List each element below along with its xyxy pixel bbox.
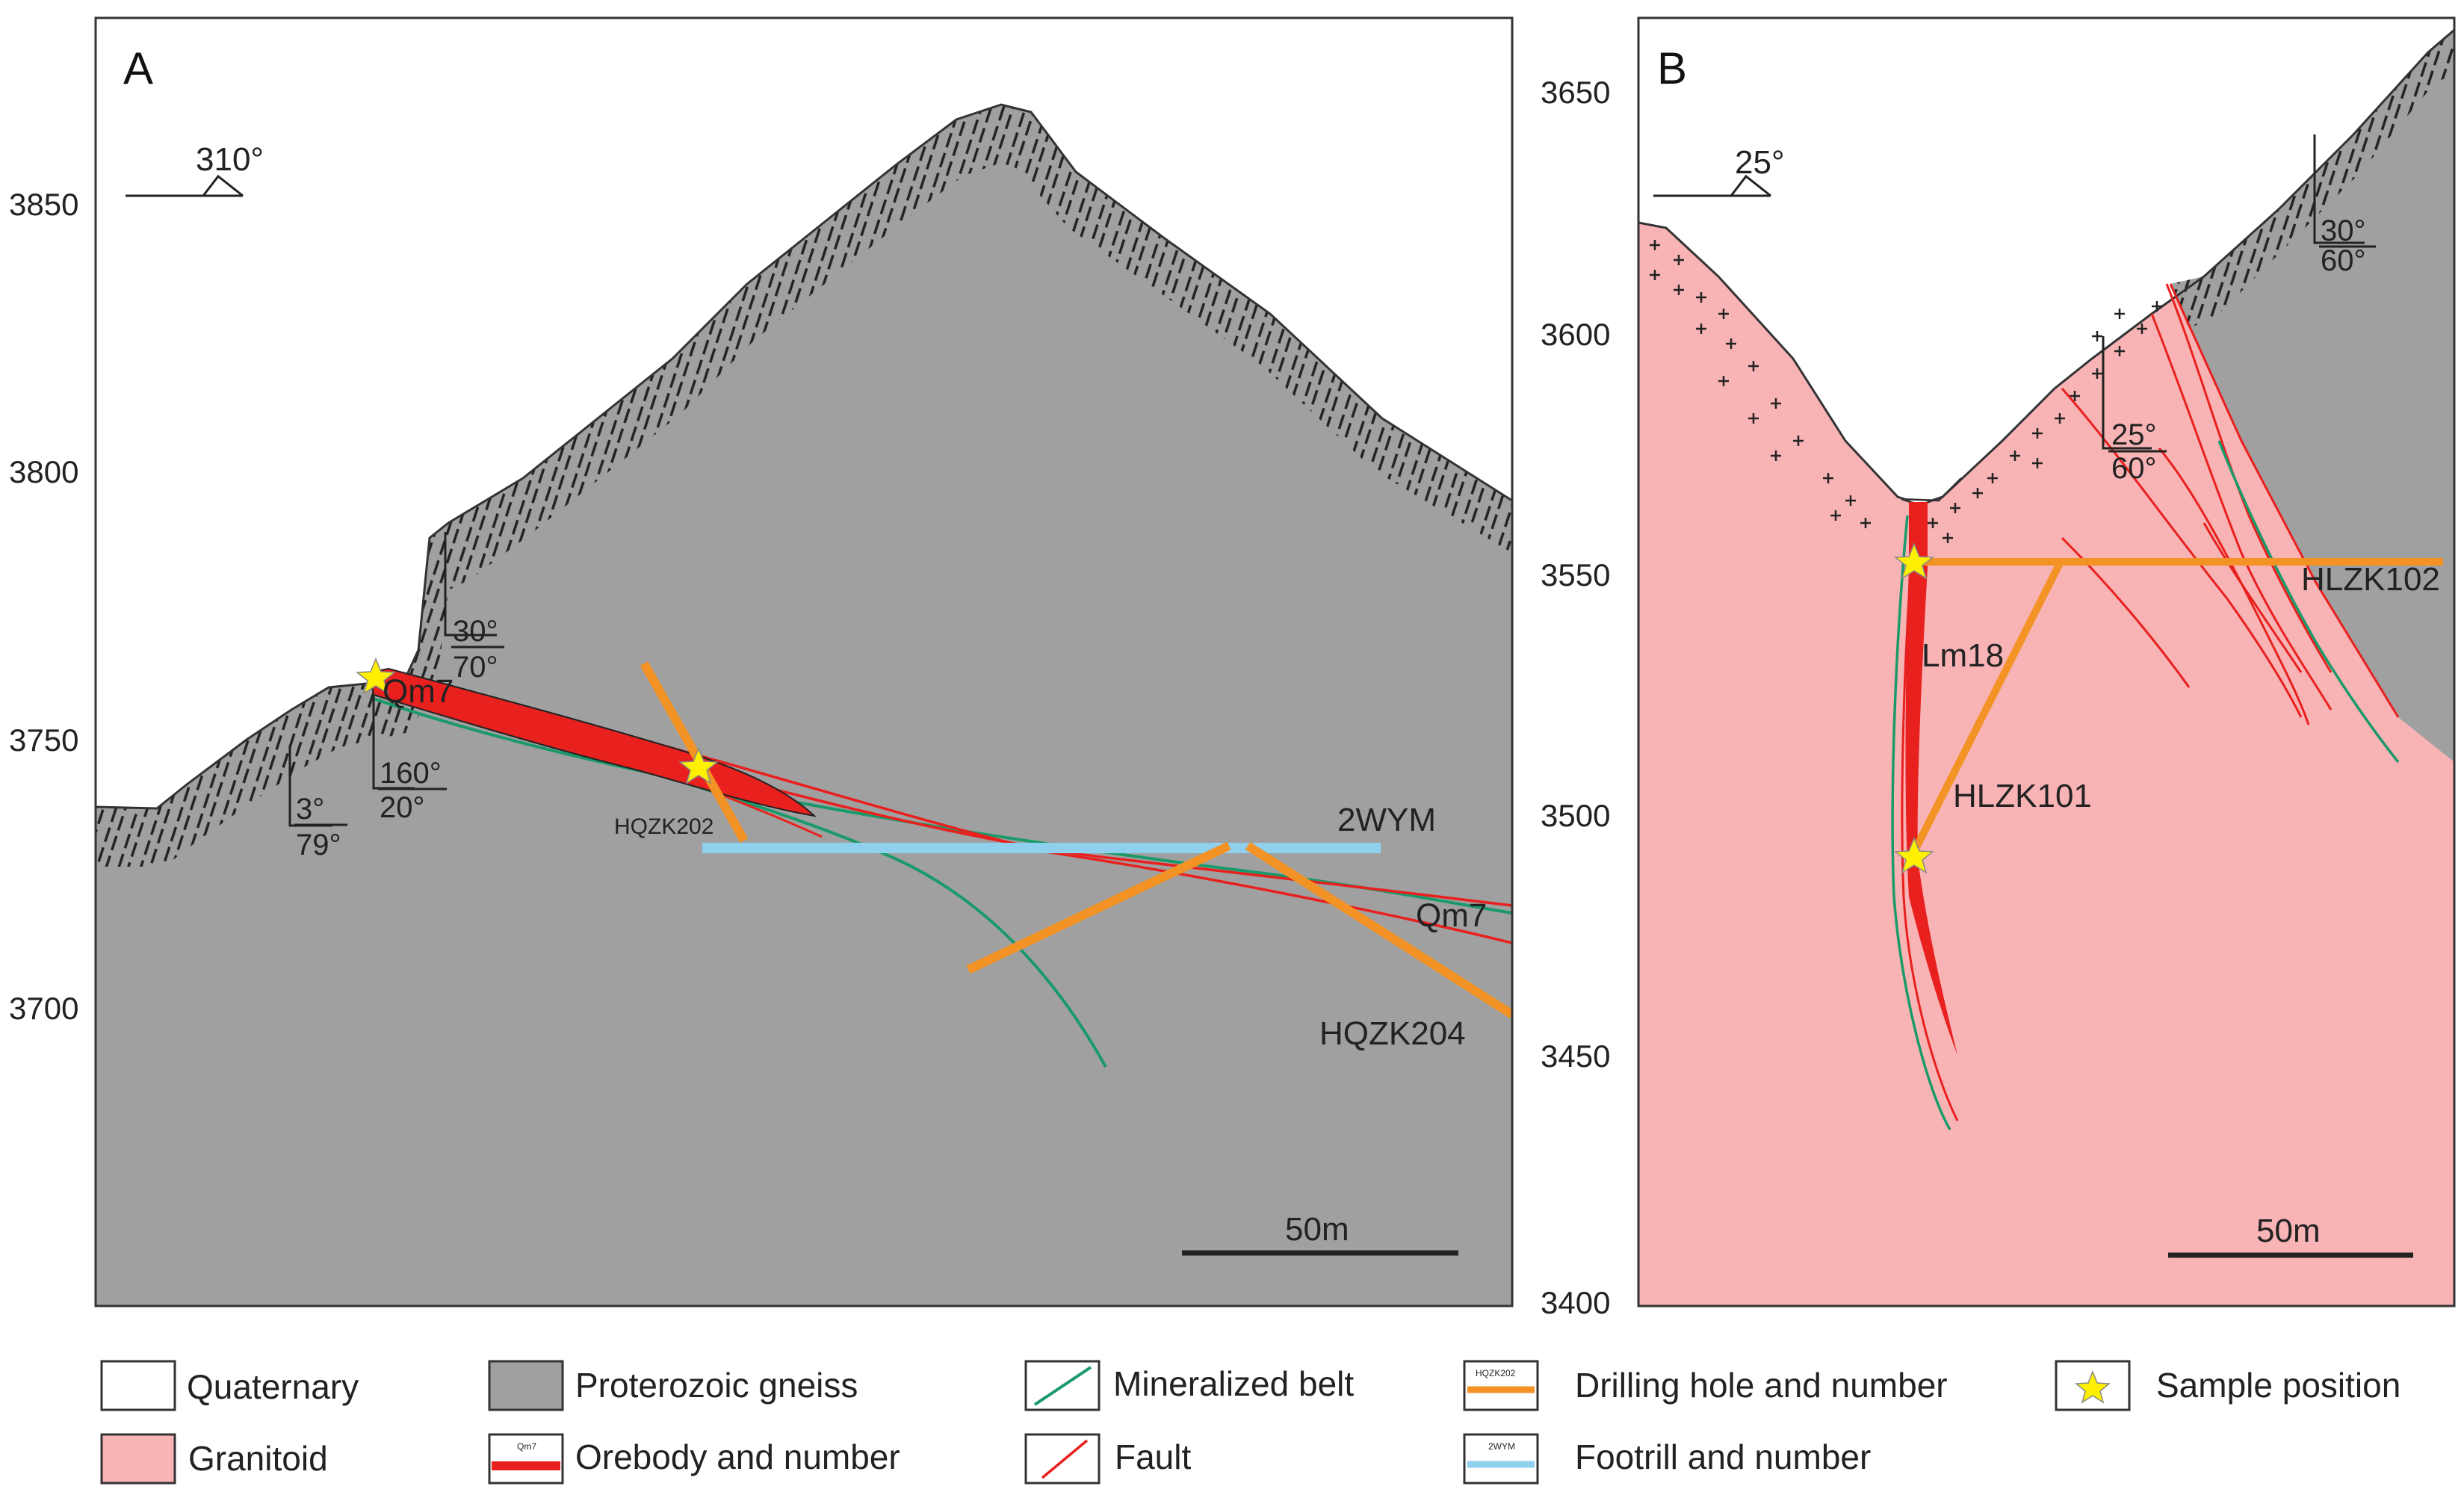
- panel-b: 30° 60° 25° 60° Lm18 HLZK101 HLZK102 25°…: [1638, 18, 2454, 1306]
- mineralized-belt-b-1: [2217, 440, 2400, 764]
- panel-a: 30° 70° 160° 20° 3° 79° Qm7 HQZK202 2WYM…: [96, 18, 1512, 1306]
- legend-label-fault: Fault: [1115, 1437, 1191, 1476]
- weathered-zone-b: [2170, 30, 2454, 329]
- panel-b-frame: [1637, 16, 2456, 1307]
- attitude-b-2: [2102, 336, 2152, 450]
- legend-label-footrill: Footrill and number: [1575, 1437, 1871, 1476]
- faults-b: [2061, 283, 2333, 725]
- drill-label-hqzk202: HQZK202: [614, 814, 713, 839]
- orebody-lm18: [1905, 502, 1957, 1055]
- y-tick-a-3700: 3700: [9, 991, 78, 1026]
- panel-label-b: B: [1657, 43, 1687, 93]
- attitude-b-1-top: 30°: [2321, 214, 2366, 247]
- gneiss-contact-b: [2169, 283, 2400, 718]
- legend-swatch-fault: [1024, 1433, 1101, 1485]
- y-tick-b-3550: 3550: [1541, 557, 1610, 592]
- ground-surface-a: [96, 103, 1512, 810]
- gneiss-body-b: [2170, 30, 2454, 762]
- legend-label-gneiss: Proterozoic gneiss: [575, 1366, 858, 1405]
- drill-label-hlzk102: HLZK102: [2301, 561, 2440, 598]
- sample-star-a-1: [355, 657, 397, 695]
- scale-label-b: 50m: [2256, 1213, 2321, 1249]
- legend-swatch-orebody: [488, 1433, 564, 1485]
- panel-label-a: A: [123, 43, 153, 93]
- y-tick-b-3400: 3400: [1541, 1285, 1610, 1320]
- legend-label-sample: Sample position: [2156, 1366, 2400, 1405]
- attitude-b-2-bottom: 60°: [2111, 452, 2157, 485]
- y-axis-b: 3650 3600 3550 3500 3450 3400: [1541, 75, 1610, 1320]
- orebody-label-lm18: Lm18: [1922, 637, 2004, 674]
- attitude-a-3-bottom: 79°: [296, 829, 341, 861]
- drill-hole-hlzk101: [1910, 560, 2064, 854]
- legend-label-granitoid: Granitoid: [188, 1439, 328, 1478]
- y-tick-a-3750: 3750: [9, 722, 78, 758]
- footrill-label-2wym: 2WYM: [1337, 802, 1436, 838]
- attitude-a-1-bottom: 70°: [453, 651, 498, 684]
- attitude-a-2-top: 160°: [380, 757, 442, 790]
- attitude-a-1: [444, 532, 497, 637]
- attitude-a-2-bottom: 20°: [380, 791, 425, 824]
- weathered-zone-a: [96, 105, 1512, 867]
- legend-footrill-icon-text: 2WYM: [1488, 1441, 1515, 1452]
- drill-hole-hqzk202: [640, 661, 749, 843]
- sample-star-b-2: [1893, 837, 1935, 874]
- y-axis-a: 3850 3800 3750 3700: [9, 187, 78, 1026]
- fault-b-main: [1901, 515, 1959, 1121]
- orientation-label-a: 310°: [196, 141, 264, 178]
- y-tick-b-3600: 3600: [1541, 317, 1610, 352]
- y-tick-b-3450: 3450: [1541, 1039, 1610, 1074]
- attitude-b-1: [2313, 134, 2365, 244]
- granitoid-pattern-b: [1650, 240, 2162, 543]
- legend-label-drilling: Drilling hole and number: [1575, 1366, 1948, 1405]
- sample-star-a-2: [678, 747, 719, 784]
- ground-surface-b: [1638, 28, 2454, 506]
- legend-star-icon: [2075, 1369, 2111, 1404]
- attitude-b-2-top: 25°: [2111, 418, 2157, 451]
- drill-label-hqzk204: HQZK204: [1319, 1015, 1466, 1052]
- legend-label-orebody: Orebody and number: [575, 1437, 900, 1476]
- legend-label-mineralized: Mineralized belt: [1113, 1364, 1354, 1403]
- orebody-label-qm7: Qm7: [383, 673, 454, 710]
- sample-star-b-1: [1893, 542, 1935, 580]
- drill-hole-a-2: [966, 841, 1231, 974]
- orebody-label-qm7-right: Qm7: [1416, 897, 1487, 934]
- drill-label-hlzk101: HLZK101: [1953, 778, 2092, 814]
- mineralized-belt-b-2: [1891, 515, 1951, 1130]
- legend-swatch-footrill: [1463, 1433, 1539, 1485]
- orientation-symbol-a: [126, 174, 244, 197]
- legend-swatch-gneiss: [488, 1360, 564, 1411]
- orientation-label-b: 25°: [1735, 144, 1785, 181]
- attitude-a-1-top: 30°: [453, 615, 498, 648]
- scale-label-a: 50m: [1285, 1211, 1349, 1248]
- gneiss-body-a: [96, 105, 1512, 1306]
- attitude-b-1-bottom: 60°: [2321, 244, 2366, 277]
- y-tick-b-3500: 3500: [1541, 798, 1610, 833]
- legend-drilling-icon-text: HQZK202: [1476, 1368, 1516, 1378]
- legend-orebody-icon-text: Qm7: [517, 1441, 536, 1452]
- legend: Quaternary Proterozoic gneiss Mineralize…: [100, 1360, 2400, 1485]
- y-tick-a-3800: 3800: [9, 454, 78, 489]
- legend-swatch-drilling: [1463, 1360, 1539, 1411]
- attitude-a-3-top: 3°: [296, 793, 324, 826]
- panel-a-frame: [94, 16, 1514, 1307]
- y-tick-b-3650: 3650: [1541, 75, 1610, 110]
- drill-hole-hqzk204: [1245, 841, 1512, 1019]
- legend-swatch-granitoid: [100, 1433, 176, 1485]
- orientation-symbol-b: [1653, 174, 1771, 197]
- legend-label-quaternary: Quaternary: [187, 1367, 359, 1406]
- legend-swatch-quaternary: [100, 1360, 176, 1411]
- y-tick-a-3850: 3850: [9, 187, 78, 222]
